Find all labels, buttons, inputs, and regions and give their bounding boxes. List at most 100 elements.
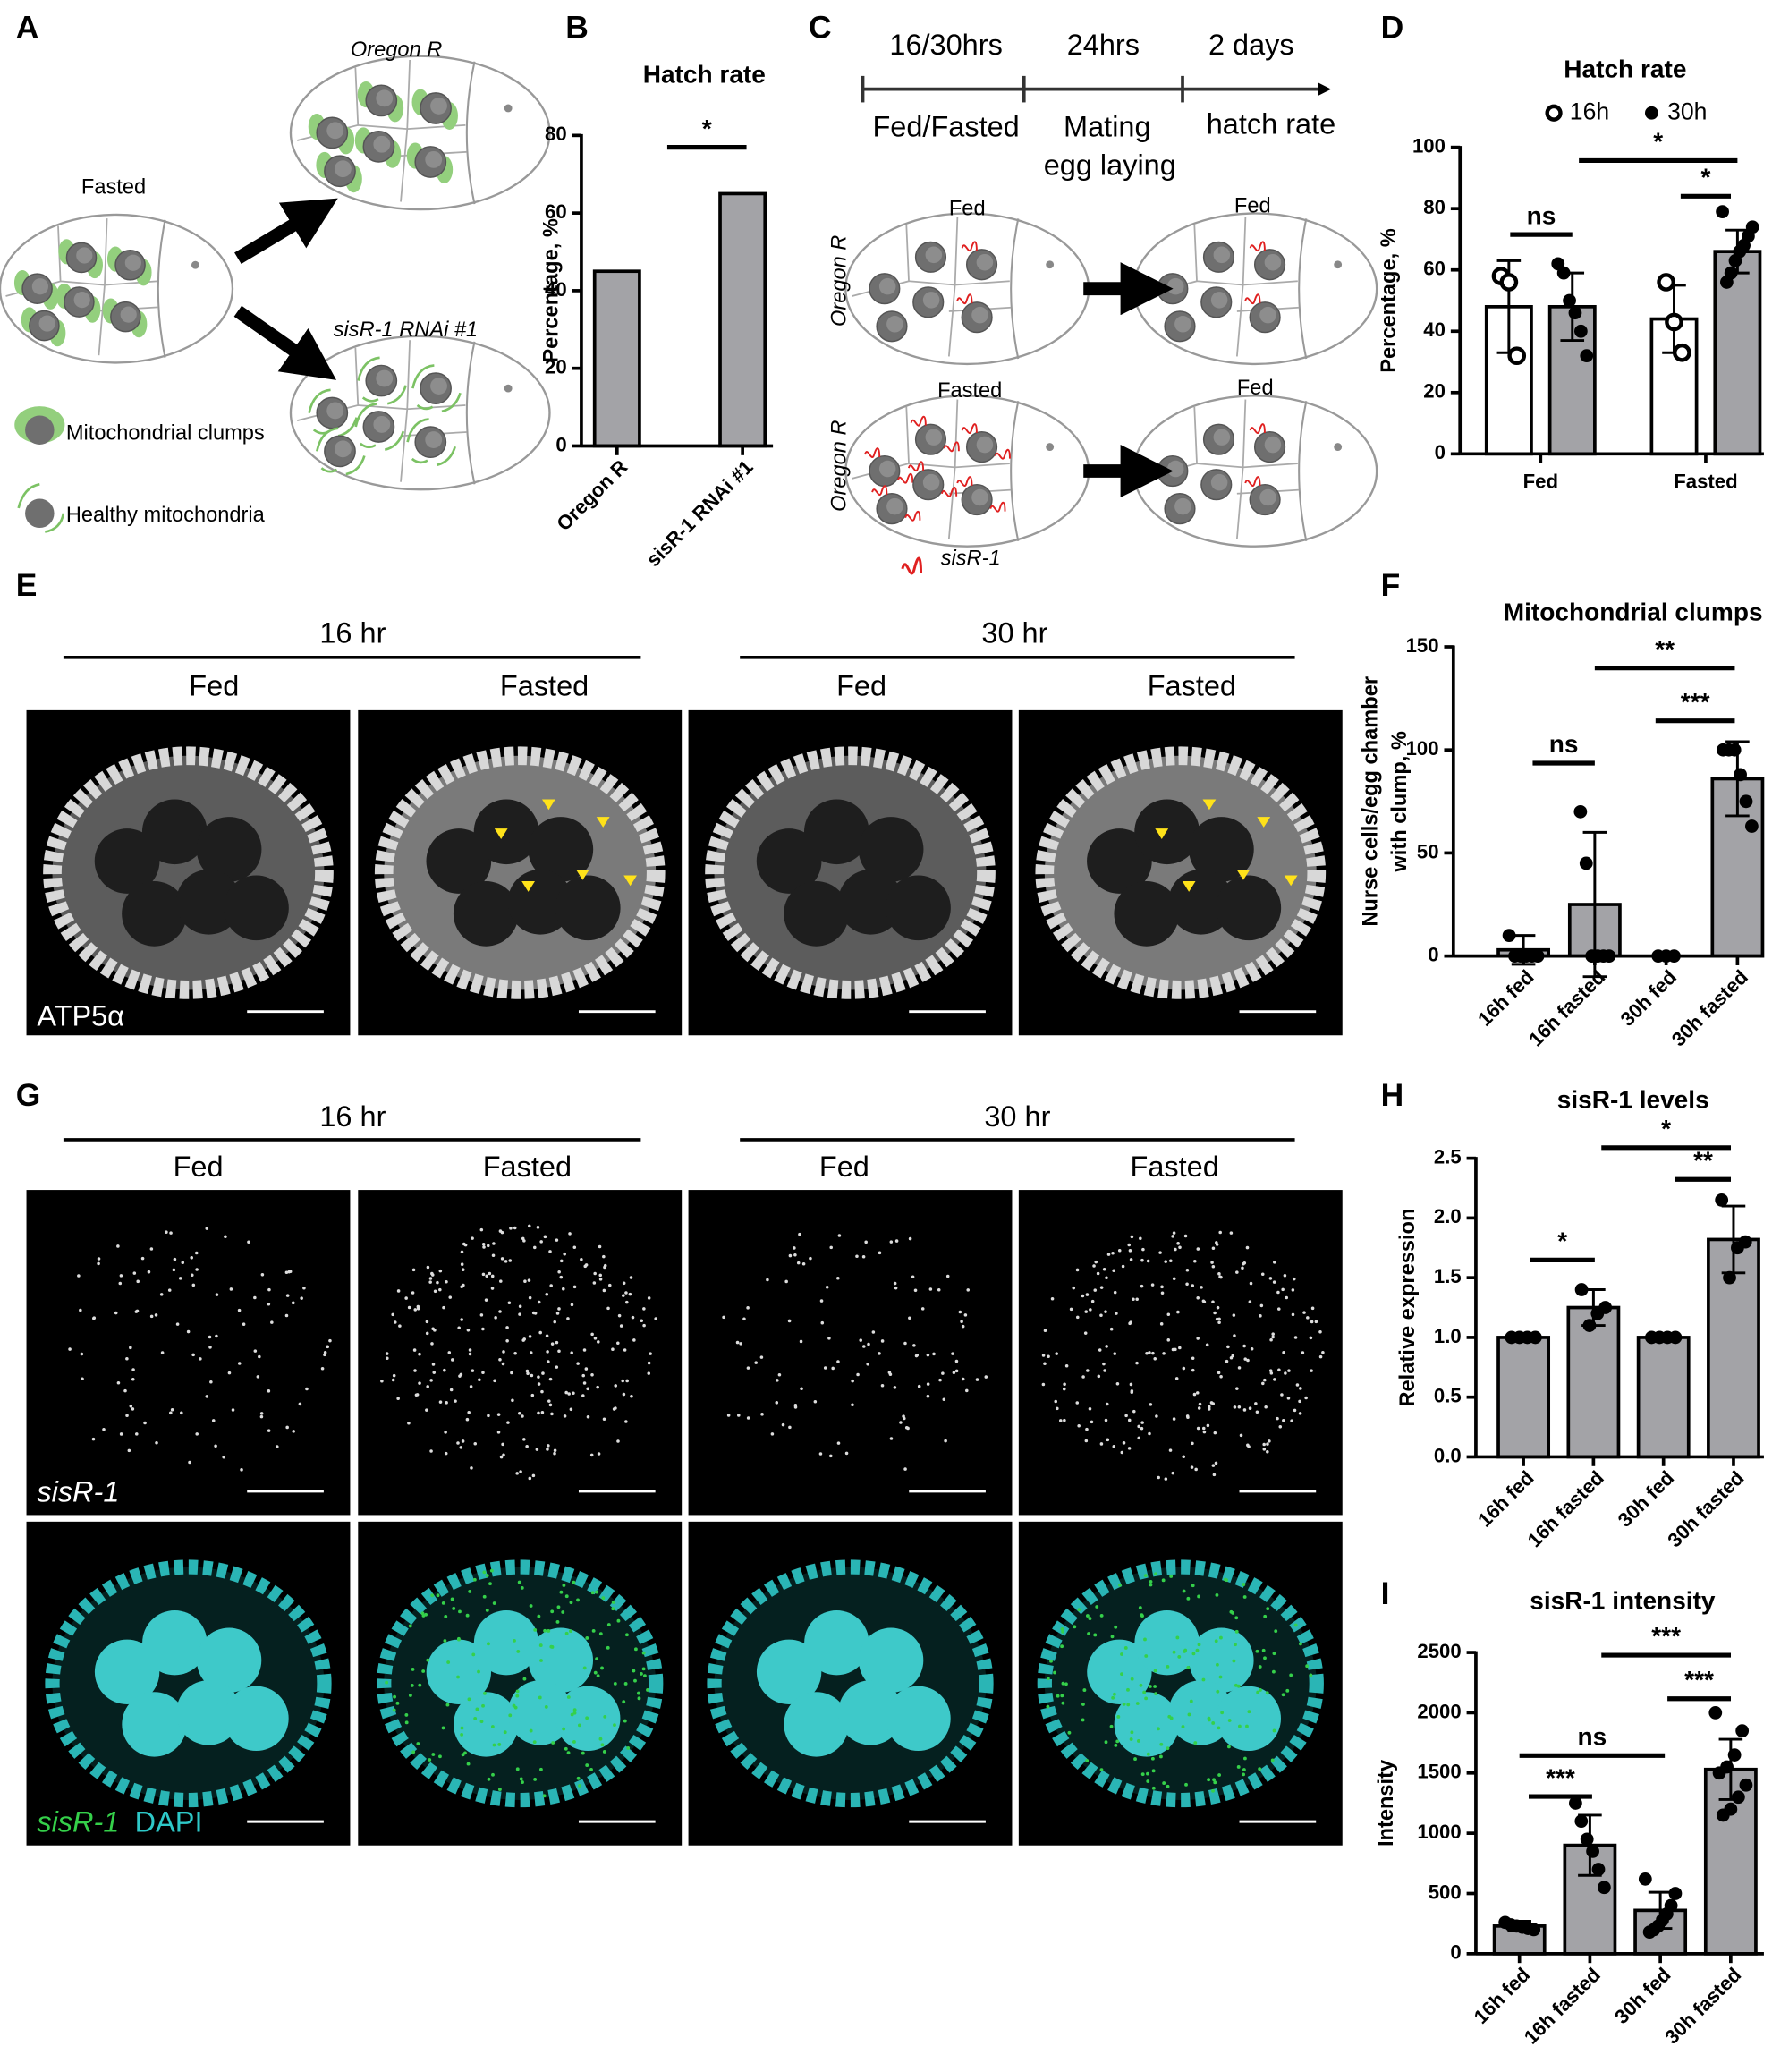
rna-dot: [766, 1278, 769, 1282]
rna-dot: [460, 1726, 464, 1730]
rna-dot: [1233, 1405, 1237, 1409]
rna-dot: [1276, 1290, 1280, 1295]
nucleus: [528, 817, 594, 882]
rna-dot: [632, 1669, 636, 1673]
rna-dot: [135, 1432, 139, 1436]
rna-dot: [488, 1582, 492, 1586]
rna-dot: [1242, 1772, 1246, 1777]
rna-dot: [1233, 1334, 1236, 1337]
rna-dot: [559, 1590, 564, 1594]
nucleus: [426, 1639, 492, 1704]
arrowhead: [576, 869, 589, 880]
rna-dot: [567, 1392, 571, 1396]
rna-dot: [613, 1723, 616, 1728]
nucleolus: [73, 292, 90, 309]
rna-dot: [759, 1355, 764, 1359]
rna-dot: [546, 1448, 549, 1451]
x-tick-label: 30h fed: [1614, 1466, 1678, 1531]
rna-dot: [557, 1349, 561, 1353]
timeline-label: 24hrs: [1067, 29, 1140, 61]
rna-dot: [1291, 1312, 1295, 1317]
rna-dot: [1285, 1295, 1289, 1300]
rna-dot: [1113, 1290, 1117, 1295]
rna-dot: [496, 1431, 501, 1434]
rna-dot: [1271, 1332, 1275, 1336]
rna-dot: [1112, 1269, 1115, 1273]
rna-dot: [1309, 1336, 1313, 1340]
rna-dot: [1178, 1245, 1182, 1250]
significance-label: *: [1700, 164, 1710, 191]
nucleus: [1168, 1680, 1234, 1745]
rna-dot: [1085, 1293, 1090, 1296]
follicle-dot: [504, 384, 513, 393]
data-point: [1574, 1814, 1589, 1829]
rna-dot: [457, 1637, 461, 1642]
rna-dot: [1073, 1625, 1077, 1629]
rna-dot: [536, 1226, 540, 1229]
rna-dot: [300, 1296, 303, 1300]
rna-dot: [408, 1624, 412, 1628]
rna-dot: [1276, 1416, 1279, 1421]
rna-dot: [1064, 1682, 1068, 1686]
rna-dot: [547, 1444, 550, 1448]
timeline-label: Fed/Fasted: [872, 111, 1019, 143]
data-point: [1728, 254, 1742, 267]
rna-dot: [505, 1339, 509, 1343]
rna-dot: [429, 1449, 433, 1453]
state-label: Fed: [1234, 194, 1271, 217]
sisr-rna: [989, 501, 1006, 513]
nucleolus: [922, 292, 940, 309]
x-tick-label: 16h fasted: [1520, 1964, 1605, 2049]
rna-dot: [793, 1253, 797, 1257]
bar: [1636, 1336, 1691, 1459]
rna-dot: [492, 1242, 496, 1245]
rna-dot: [1245, 1245, 1250, 1250]
rna-dot: [1126, 1687, 1130, 1692]
rna-dot: [1271, 1669, 1276, 1674]
rna-dot: [739, 1342, 742, 1346]
rna-dot: [191, 1273, 194, 1277]
rna-dot: [1202, 1426, 1206, 1431]
micrograph: [358, 1190, 683, 1516]
rna-dot: [1190, 1465, 1194, 1469]
rna-dot: [628, 1292, 632, 1296]
micrograph: [688, 1190, 1013, 1516]
rna-dot: [231, 1408, 235, 1412]
rna-dot: [1104, 1310, 1107, 1313]
rna-dot: [613, 1682, 617, 1686]
rna-dot: [1137, 1436, 1141, 1440]
rna-dot: [500, 1257, 504, 1261]
chart-title: Hatch rate: [1564, 55, 1686, 82]
rna-dot: [1185, 1414, 1190, 1418]
rna-dot: [1212, 1778, 1216, 1782]
rna-dot: [1304, 1396, 1308, 1400]
rna-dot: [1169, 1575, 1174, 1578]
nucleolus: [1259, 306, 1276, 324]
y-tick-label: 40: [545, 278, 567, 301]
state-label: Fed: [949, 197, 986, 220]
rna-dot: [1218, 1675, 1223, 1679]
rna-dot: [836, 1276, 840, 1280]
data-point: [1727, 743, 1742, 757]
rna-dot: [1075, 1268, 1080, 1272]
rna-dot: [582, 1348, 587, 1352]
rna-dot: [600, 1666, 604, 1670]
rna-dot: [1072, 1286, 1076, 1290]
rna-dot: [1161, 1578, 1166, 1583]
rna-dot: [407, 1421, 411, 1425]
rna-dot: [267, 1429, 271, 1432]
rna-dot: [490, 1725, 495, 1728]
rna-dot: [1135, 1361, 1139, 1365]
rna-dot: [1183, 1234, 1188, 1238]
rna-dot: [1273, 1261, 1276, 1264]
rna-dot: [952, 1371, 956, 1375]
rna-dot: [180, 1411, 183, 1415]
rna-dot: [855, 1254, 859, 1259]
rna-dot: [385, 1680, 389, 1685]
cell-border: [296, 59, 467, 202]
rna-dot: [1242, 1344, 1246, 1348]
rna-dot: [566, 1695, 571, 1699]
rna-dot: [386, 1356, 389, 1360]
rna-dot: [1132, 1409, 1136, 1414]
state-label: Fasted: [937, 379, 1002, 403]
